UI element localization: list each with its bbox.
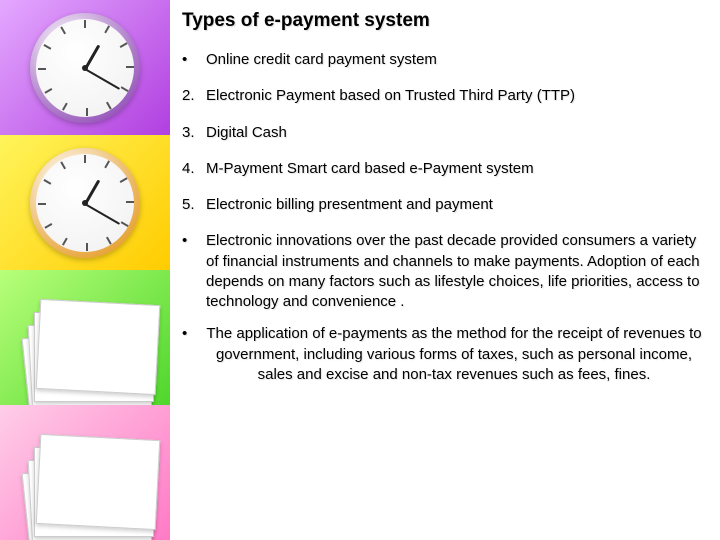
tile-papers-pink: [0, 405, 170, 540]
list-marker: •: [182, 50, 206, 70]
sidebar: [0, 0, 170, 540]
list-marker: •: [182, 231, 206, 312]
list-text: M-Payment Smart card based e-Payment sys…: [206, 159, 702, 179]
tile-clock-purple: [0, 0, 170, 135]
tile-papers-green: [0, 270, 170, 405]
list-item: •The application of e-payments as the me…: [182, 324, 702, 385]
list-item: 2.Electronic Payment based on Trusted Th…: [182, 86, 702, 106]
list-marker: 2.: [182, 86, 206, 106]
list-marker: 3.: [182, 123, 206, 143]
list-text: Digital Cash: [206, 123, 702, 143]
paper-stack-icon: [8, 284, 162, 391]
clock-icon: [30, 148, 140, 258]
list-marker: 4.: [182, 159, 206, 179]
list-item: 3.Digital Cash: [182, 123, 702, 143]
tile-clock-yellow: [0, 135, 170, 270]
list-text: Electronic billing presentment and payme…: [206, 195, 702, 215]
list-item: •Online credit card payment system: [182, 50, 702, 70]
paper-stack-icon: [8, 419, 162, 526]
clock-icon: [30, 13, 140, 123]
list-text: Electronic innovations over the past dec…: [206, 231, 702, 312]
list-item: 4.M-Payment Smart card based e-Payment s…: [182, 159, 702, 179]
slide-title: Types of e-payment system: [182, 10, 702, 32]
bullet-list: •Online credit card payment system 2.Ele…: [182, 50, 702, 385]
list-text: The application of e-payments as the met…: [206, 324, 702, 385]
list-text: Online credit card payment system: [206, 50, 702, 70]
list-text: Electronic Payment based on Trusted Thir…: [206, 86, 702, 106]
list-item: 5.Electronic billing presentment and pay…: [182, 195, 702, 215]
slide-content: Types of e-payment system •Online credit…: [170, 0, 720, 540]
list-marker: •: [182, 324, 206, 385]
list-item: •Electronic innovations over the past de…: [182, 231, 702, 312]
list-marker: 5.: [182, 195, 206, 215]
